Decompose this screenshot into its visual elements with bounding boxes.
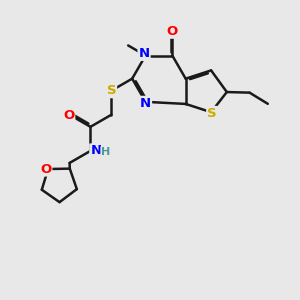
Text: N: N (90, 144, 101, 158)
Text: S: S (207, 107, 217, 120)
Text: O: O (40, 163, 51, 176)
Text: N: N (139, 47, 150, 60)
Text: O: O (63, 109, 74, 122)
Text: O: O (167, 25, 178, 38)
Text: N: N (140, 97, 151, 110)
Text: S: S (106, 84, 116, 97)
Text: H: H (101, 147, 110, 157)
